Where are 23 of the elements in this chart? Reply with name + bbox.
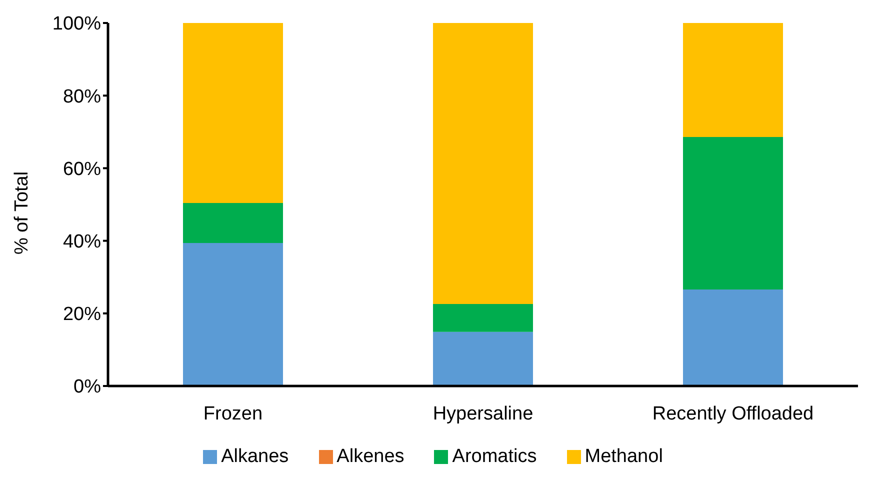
x-tick-label: Hypersaline — [432, 403, 534, 424]
legend-label: Aromatics — [452, 446, 537, 467]
y-tick-label: 80% — [62, 86, 102, 108]
y-tick-label: 40% — [62, 232, 102, 253]
y-tick-label: 0% — [74, 376, 102, 398]
y-tick-label: 60% — [62, 158, 102, 180]
bar — [433, 23, 533, 304]
bar — [433, 304, 533, 332]
bar — [433, 332, 533, 386]
y-tick-label: 20% — [62, 304, 102, 326]
legend-label: Alkenes — [336, 446, 404, 467]
legend-label: Methanol — [584, 446, 663, 467]
bar — [183, 203, 283, 243]
y-tick-label: 100% — [52, 14, 102, 35]
bar — [183, 242, 283, 386]
x-tick-label: Recently Offloaded — [652, 403, 814, 424]
bar — [683, 289, 783, 386]
bar — [183, 23, 283, 204]
bar — [683, 136, 783, 290]
x-tick-label: Frozen — [203, 403, 263, 424]
legend-label: Alkanes — [221, 446, 289, 467]
y-axis-title: % of Total — [12, 171, 33, 254]
bar — [683, 23, 783, 137]
